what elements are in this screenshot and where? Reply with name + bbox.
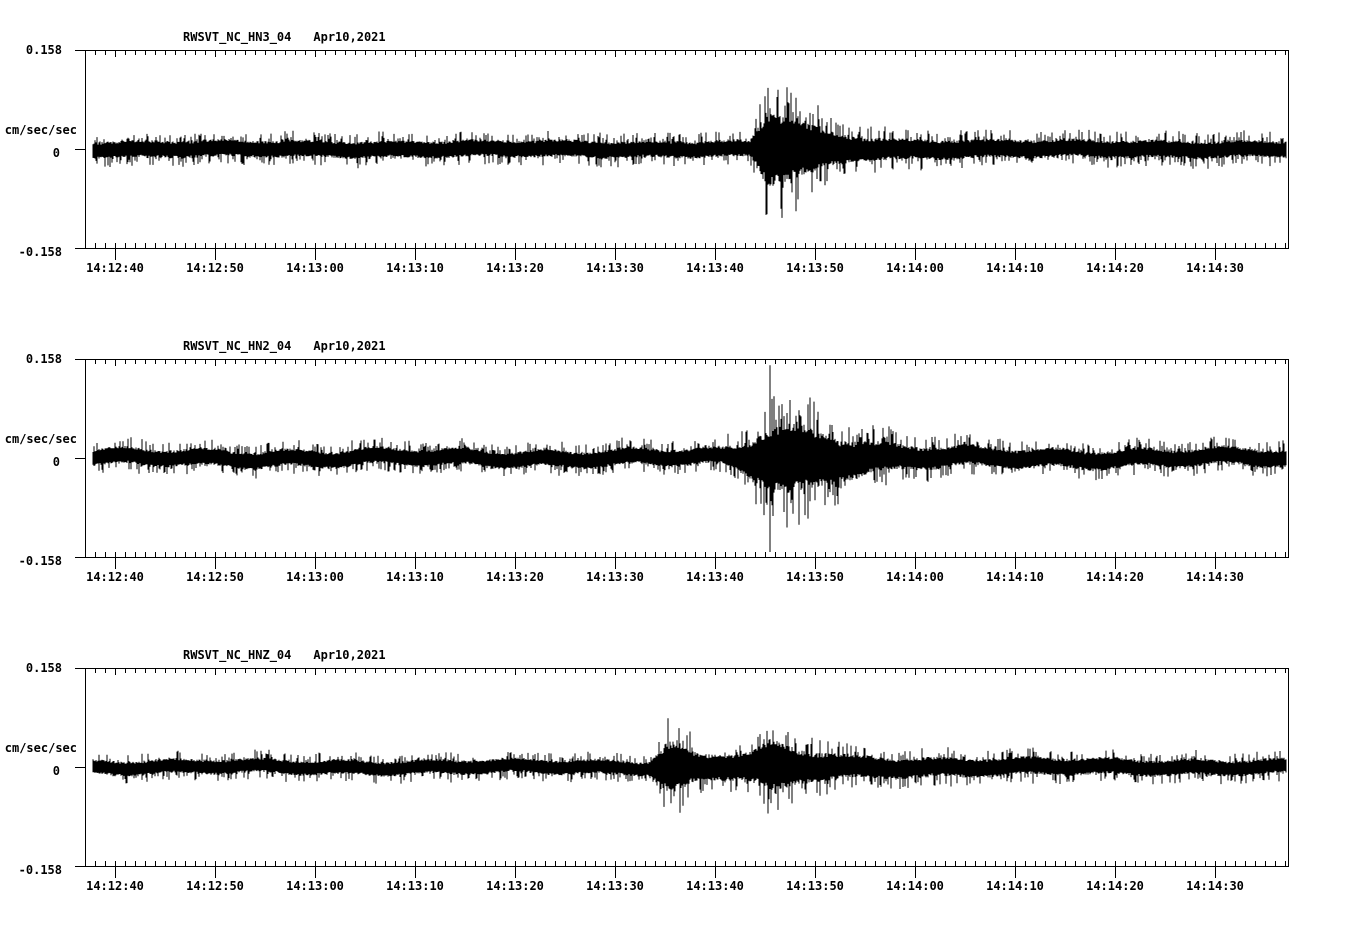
panel-title: RWSVT_NC_HNZ_04 Apr10,2021 xyxy=(183,648,386,662)
x-tick-label: 14:12:50 xyxy=(186,261,244,275)
panel-title: RWSVT_NC_HN3_04 Apr10,2021 xyxy=(183,30,386,44)
station-label: RWSVT_NC_HN2_04 xyxy=(183,339,292,353)
x-tick-label: 14:13:20 xyxy=(486,570,544,584)
waveform-trace xyxy=(92,718,1287,814)
date-label: Apr10,2021 xyxy=(313,339,386,353)
date-label: Apr10,2021 xyxy=(313,648,386,662)
axis-ticks xyxy=(75,668,1286,878)
y-axis-unit-label: cm/sec/sec xyxy=(4,741,77,755)
waveform-plot: 14:12:40 14:12:50 14:13:00 14:13:10 14:13:20… xyxy=(75,668,1289,893)
date-label: Apr10,2021 xyxy=(313,30,386,44)
axis-ticks xyxy=(75,359,1286,569)
waveform-plot: 14:12:40 14:12:50 14:13:00 14:13:10 14:13:20… xyxy=(75,50,1289,275)
x-tick-label: 14:13:10 xyxy=(386,879,444,893)
x-tick-label: 14:13:20 xyxy=(486,261,544,275)
x-tick-label: 14:14:00 xyxy=(886,261,944,275)
y-tick-label-zero: 0 xyxy=(52,764,60,778)
x-tick-label: 14:14:30 xyxy=(1186,879,1244,893)
y-tick-label-top: 0.158 xyxy=(25,352,62,366)
y-tick-label-zero: 0 xyxy=(52,146,60,160)
x-tick-label: 14:14:10 xyxy=(986,879,1044,893)
axis-ticks xyxy=(75,50,1286,260)
y-tick-label-top: 0.158 xyxy=(25,661,62,675)
waveform-trace xyxy=(92,87,1287,218)
station-label: RWSVT_NC_HN3_04 xyxy=(183,30,292,44)
x-tick-label: 14:14:10 xyxy=(986,261,1044,275)
x-tick-label: 14:12:50 xyxy=(186,879,244,893)
x-tick-label: 14:13:50 xyxy=(786,879,844,893)
x-tick-label: 14:14:30 xyxy=(1186,570,1244,584)
y-axis-unit-label: cm/sec/sec xyxy=(4,432,77,446)
y-tick-label-top: 0.158 xyxy=(25,43,62,57)
waveform-plot: 14:12:40 14:12:50 14:13:00 14:13:10 14:13:20… xyxy=(75,359,1289,584)
x-tick-label: 14:13:40 xyxy=(686,261,744,275)
x-tick-label: 14:14:00 xyxy=(886,570,944,584)
x-tick-label: 14:14:20 xyxy=(1086,879,1144,893)
x-tick-label: 14:13:30 xyxy=(586,261,644,275)
x-tick-label: 14:14:10 xyxy=(986,570,1044,584)
seismogram-panel-hn2: RWSVT_NC_HN2_04 Apr10,2021 0.158 cm/sec/s… xyxy=(0,309,1358,618)
x-tick-label: 14:14:20 xyxy=(1086,570,1144,584)
x-tick-label: 14:13:20 xyxy=(486,879,544,893)
x-tick-label: 14:13:40 xyxy=(686,879,744,893)
x-tick-label: 14:13:50 xyxy=(786,261,844,275)
y-tick-label-zero: 0 xyxy=(52,455,60,469)
x-tick-label: 14:14:00 xyxy=(886,879,944,893)
x-tick-label: 14:13:00 xyxy=(286,879,344,893)
axis-box xyxy=(85,668,1289,867)
x-tick-label: 14:13:10 xyxy=(386,570,444,584)
x-tick-label: 14:13:50 xyxy=(786,570,844,584)
x-tick-label: 14:12:50 xyxy=(186,570,244,584)
waveform-trace xyxy=(92,365,1287,552)
x-tick-label: 14:12:40 xyxy=(86,261,144,275)
y-tick-label-bottom: -0.158 xyxy=(18,554,62,568)
station-label: RWSVT_NC_HNZ_04 xyxy=(183,648,292,662)
x-tick-label: 14:13:40 xyxy=(686,570,744,584)
x-tick-label: 14:13:30 xyxy=(586,879,644,893)
x-tick-label: 14:14:30 xyxy=(1186,261,1244,275)
axis-box xyxy=(85,50,1289,249)
panel-title: RWSVT_NC_HN2_04 Apr10,2021 xyxy=(183,339,386,353)
x-tick-label: 14:13:10 xyxy=(386,261,444,275)
x-tick-label: 14:12:40 xyxy=(86,570,144,584)
x-tick-label: 14:13:00 xyxy=(286,570,344,584)
axis-box xyxy=(85,359,1289,558)
x-tick-label: 14:14:20 xyxy=(1086,261,1144,275)
x-tick-label: 14:12:40 xyxy=(86,879,144,893)
x-tick-label: 14:13:00 xyxy=(286,261,344,275)
y-axis-unit-label: cm/sec/sec xyxy=(4,123,77,137)
x-tick-label: 14:13:30 xyxy=(586,570,644,584)
y-tick-label-bottom: -0.158 xyxy=(18,245,62,259)
y-tick-label-bottom: -0.158 xyxy=(18,863,62,877)
seismogram-panel-hn3: RWSVT_NC_HN3_04 Apr10,2021 0.158 cm/sec/s… xyxy=(0,0,1358,309)
seismogram-panel-hnz: RWSVT_NC_HNZ_04 Apr10,2021 0.158 cm/sec/s… xyxy=(0,618,1358,927)
